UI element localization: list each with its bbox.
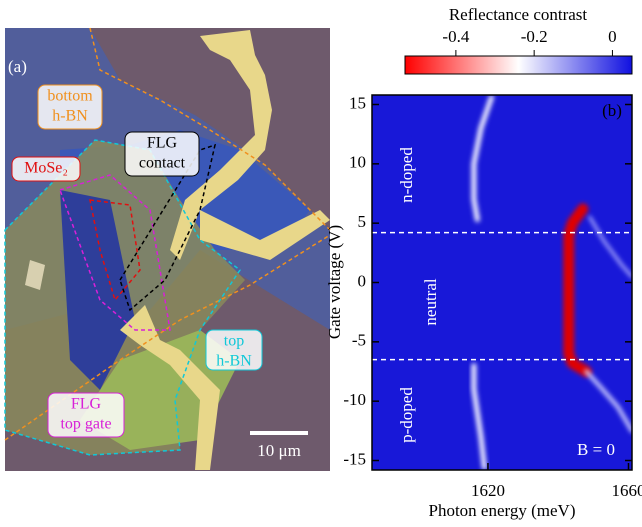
colorbar-tick-label: -0.4 <box>442 27 469 46</box>
annotation: B = 0 <box>577 440 615 459</box>
scale-bar-label: 10 μm <box>257 441 301 460</box>
callout-text: h-BN <box>52 108 88 125</box>
colorbar-tick-label: 0 <box>608 27 617 46</box>
callout-text: MoSe₂ <box>24 160 68 177</box>
y-tick-label: -10 <box>343 390 366 409</box>
colorbar-label: Reflectance contrast <box>449 5 588 24</box>
colorbar <box>405 56 632 74</box>
callout-text: FLG <box>147 135 178 152</box>
y-tick-label: 10 <box>349 153 366 172</box>
x-axis-label: Photon energy (meV) <box>429 501 576 520</box>
x-tick-label: 1660 <box>611 481 642 500</box>
y-tick-label: -15 <box>343 449 366 468</box>
y-axis-label: Gate voltage (V) <box>325 225 344 339</box>
callout-text: bottom <box>47 88 93 105</box>
callout-text: contact <box>139 155 186 172</box>
callout-text: top gate <box>60 416 111 433</box>
panel-label: (b) <box>602 101 622 120</box>
callout-text: h-BN <box>216 353 252 370</box>
annotation: p-doped <box>397 387 416 443</box>
annotation: neutral <box>421 278 440 325</box>
panel-label: (a) <box>8 57 27 76</box>
figure: bottom h-BN FLG contact MoSe₂ top h-BN FLG top g… <box>0 0 642 527</box>
annotation: n-doped <box>397 147 416 203</box>
y-tick-label: -5 <box>352 331 366 350</box>
y-tick-label: 0 <box>358 271 367 290</box>
y-tick-label: 5 <box>358 212 367 231</box>
colorbar-tick-label: -0.2 <box>521 27 548 46</box>
callout-text: FLG <box>71 396 102 413</box>
y-tick-label: 15 <box>349 93 366 112</box>
callout-text: top <box>224 333 244 350</box>
x-tick-label: 1620 <box>471 481 505 500</box>
